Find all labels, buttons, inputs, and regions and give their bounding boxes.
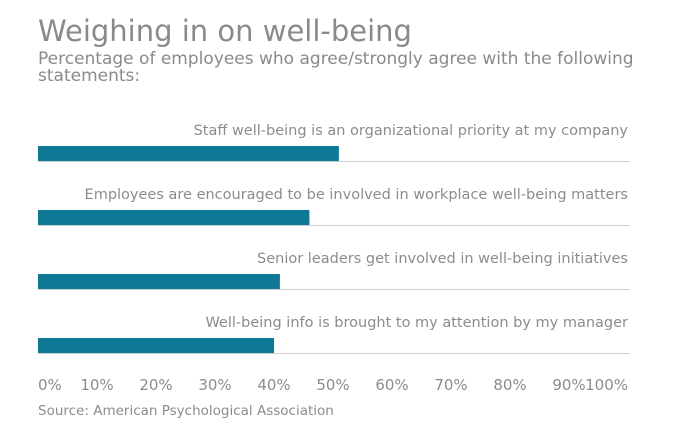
x-tick-label: 30% [198,376,231,394]
category-label: Well-being info is brought to my attenti… [205,315,628,331]
bar [38,274,280,289]
x-tick-label: 80% [493,376,526,394]
x-tick-label: 60% [375,376,408,394]
category-label: Staff well-being is an organizational pr… [194,123,629,139]
bar [38,210,310,225]
x-tick-label: 20% [139,376,172,394]
category-label: Senior leaders get involved in well-bein… [257,251,628,267]
chart-subtitle: Percentage of employees who agree/strong… [38,49,634,86]
x-tick-label: 40% [257,376,290,394]
bar [38,146,339,161]
x-tick-label: 0% [38,376,62,394]
x-tick-label: 50% [316,376,349,394]
x-tick-label: 10% [80,376,113,394]
x-tick-label: 90% [552,376,585,394]
x-tick-label: 70% [434,376,467,394]
source-note: Source: American Psychological Associati… [38,403,334,419]
bar [38,338,274,353]
x-tick-label: 100% [585,376,628,394]
chart-title: Weighing in on well-being [38,14,412,48]
category-label: Employees are encouraged to be involved … [85,187,628,203]
